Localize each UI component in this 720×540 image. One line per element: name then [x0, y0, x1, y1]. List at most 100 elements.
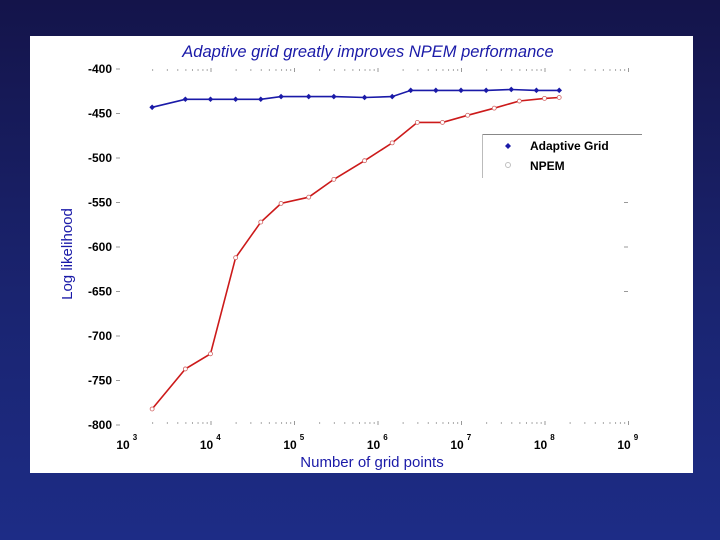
legend-adaptive-grid-label: Adaptive Grid	[530, 139, 609, 153]
x-minor-tick-top	[615, 69, 617, 71]
data-point-npem	[306, 194, 312, 200]
x-minor-tick-top	[235, 69, 237, 71]
x-tick-exponent: 4	[216, 433, 221, 442]
x-minor-tick-bottom	[152, 422, 154, 424]
x-minor-tick-top	[402, 69, 404, 71]
x-minor-tick-top	[609, 69, 611, 71]
x-minor-tick-top	[358, 69, 360, 71]
y-tick-label: -700	[88, 329, 112, 343]
data-point-npem	[208, 351, 213, 357]
x-minor-tick-top	[268, 69, 270, 71]
x-minor-tick-bottom	[569, 422, 571, 424]
data-point-npem	[516, 98, 522, 104]
x-major-tick-bottom	[544, 421, 546, 425]
data-point-npem	[362, 158, 367, 164]
series-line-adaptive-grid	[151, 88, 560, 109]
x-tick-exponent: 5	[300, 433, 305, 442]
chart-title: Adaptive grid greatly improves NPEM perf…	[181, 43, 553, 61]
x-minor-tick-bottom	[285, 422, 287, 424]
x-minor-tick-bottom	[486, 422, 488, 424]
x-minor-tick-top	[206, 69, 208, 71]
x-major-tick-top	[210, 68, 212, 72]
x-minor-tick-bottom	[615, 422, 617, 424]
x-minor-tick-top	[448, 69, 450, 71]
data-point-npem	[331, 176, 337, 182]
x-minor-tick-bottom	[344, 422, 346, 424]
x-minor-tick-bottom	[619, 422, 621, 424]
x-minor-tick-top	[619, 69, 621, 71]
data-point-adaptive-grid	[433, 87, 439, 94]
x-minor-tick-top	[319, 69, 321, 71]
x-tick-label: 10	[116, 438, 130, 452]
x-major-tick-top	[544, 68, 546, 72]
x-minor-tick-top	[442, 69, 444, 71]
x-minor-tick-top	[511, 69, 513, 71]
x-minor-tick-bottom	[417, 422, 419, 424]
y-axis-label: Log likelihood	[59, 208, 76, 300]
data-point-adaptive-grid	[361, 94, 368, 101]
y-tick-label: -750	[88, 374, 112, 388]
x-major-tick-bottom	[294, 421, 295, 425]
data-point-adaptive-grid	[389, 93, 396, 100]
x-tick-exponent: 3	[133, 433, 138, 442]
legend-box	[482, 134, 642, 178]
x-minor-tick-bottom	[594, 422, 596, 424]
x-tick-label: 10	[617, 438, 631, 452]
x-minor-tick-bottom	[364, 422, 366, 424]
x-minor-tick-bottom	[624, 422, 626, 424]
x-minor-tick-bottom	[511, 422, 513, 424]
x-minor-tick-top	[185, 69, 187, 71]
x-minor-tick-bottom	[177, 422, 179, 424]
x-minor-tick-top	[152, 69, 154, 71]
x-minor-tick-bottom	[260, 422, 262, 424]
data-point-adaptive-grid	[556, 87, 563, 94]
data-point-adaptive-grid	[483, 87, 489, 94]
x-minor-tick-top	[275, 69, 277, 71]
x-minor-tick-top	[584, 69, 586, 71]
x-minor-tick-bottom	[358, 422, 360, 424]
x-minor-tick-top	[540, 69, 542, 71]
data-point-adaptive-grid	[331, 93, 337, 100]
x-tick-label: 10	[283, 438, 297, 452]
x-major-tick-top	[377, 68, 379, 72]
x-minor-tick-bottom	[525, 422, 527, 424]
x-major-tick-bottom	[628, 421, 629, 425]
x-tick-label: 10	[367, 438, 381, 452]
x-minor-tick-top	[457, 69, 459, 71]
x-minor-tick-bottom	[609, 422, 611, 424]
data-point-adaptive-grid	[149, 104, 155, 111]
x-minor-tick-bottom	[268, 422, 270, 424]
data-point-npem	[389, 140, 395, 146]
x-minor-tick-bottom	[448, 422, 450, 424]
legend-npem-marker	[505, 162, 511, 168]
x-tick-label: 10	[534, 438, 548, 452]
data-point-npem	[440, 120, 445, 125]
data-point-npem	[233, 255, 239, 261]
x-minor-tick-bottom	[352, 422, 354, 424]
x-minor-tick-top	[373, 69, 375, 71]
x-minor-tick-bottom	[602, 422, 604, 424]
x-minor-tick-bottom	[519, 422, 521, 424]
x-minor-tick-top	[177, 69, 179, 71]
x-minor-tick-bottom	[536, 422, 538, 424]
y-tick-label: -400	[88, 62, 112, 76]
data-point-adaptive-grid	[458, 87, 464, 94]
x-minor-tick-top	[624, 69, 626, 71]
data-point-adaptive-grid	[533, 87, 540, 94]
x-tick-exponent: 9	[634, 433, 639, 442]
data-point-adaptive-grid	[508, 86, 515, 93]
data-point-npem	[149, 406, 155, 412]
x-minor-tick-bottom	[500, 422, 502, 424]
x-axis-label: Number of grid points	[300, 454, 443, 471]
x-minor-tick-top	[260, 69, 262, 71]
x-minor-tick-top	[191, 69, 193, 71]
x-minor-tick-top	[364, 69, 366, 71]
x-tick-exponent: 7	[467, 433, 472, 442]
data-point-adaptive-grid	[232, 96, 239, 103]
x-minor-tick-bottom	[191, 422, 193, 424]
x-minor-tick-top	[166, 69, 168, 71]
x-minor-tick-bottom	[206, 422, 208, 424]
x-minor-tick-bottom	[427, 422, 429, 424]
x-minor-tick-bottom	[281, 422, 283, 424]
x-minor-tick-top	[486, 69, 488, 71]
